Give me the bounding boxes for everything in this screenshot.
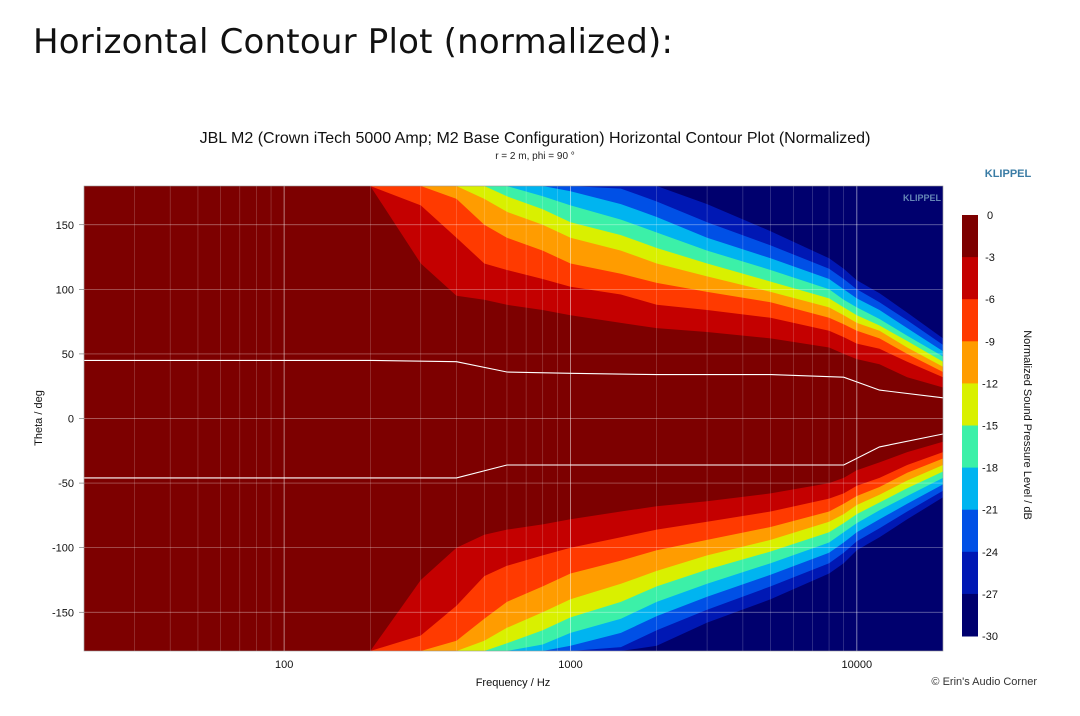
colorbar-band-7	[962, 509, 978, 553]
colorbar-band-4	[962, 383, 978, 426]
contour-band-upper-8	[84, 186, 943, 345]
x-tick-label: 10000	[842, 659, 873, 671]
colorbar-tick-label: -27	[982, 589, 998, 601]
y-tick-label: -100	[52, 543, 74, 555]
colorbar-band-2	[962, 299, 978, 342]
brand-logo: KLIPPEL	[985, 168, 1032, 180]
y-tick-label: 0	[68, 414, 74, 426]
copyright-credit: © Erin's Audio Corner	[931, 676, 1037, 688]
colorbar-tick-label: -30	[982, 631, 998, 643]
x-tick-label: 100	[275, 659, 293, 671]
colorbar-band-9	[962, 593, 978, 637]
colorbar-tick-label: -24	[982, 547, 998, 559]
x-axis-ticks: 100 1000 10000	[275, 659, 872, 671]
y-tick-label: -50	[58, 478, 74, 490]
colorbar-band-3	[962, 341, 978, 384]
page-heading: Horizontal Contour Plot (normalized):	[33, 22, 674, 62]
colorbar-tick-label: -15	[982, 421, 998, 433]
x-axis-label: Frequency / Hz	[476, 677, 551, 689]
iso-line-upper	[84, 359, 943, 399]
colorbar-tick-label: 0	[987, 210, 993, 222]
grid-lines	[84, 186, 943, 651]
y-axis-ticks: 150 100 50 0 -50 -100 -150	[52, 220, 84, 619]
y-tick-label: -150	[52, 607, 74, 619]
y-tick-label: 50	[62, 349, 74, 361]
colorbar-band-0	[962, 215, 978, 258]
chart-subtitle: r = 2 m, phi = 90 °	[495, 151, 575, 162]
y-tick-label: 100	[56, 284, 74, 296]
colorbar-band-6	[962, 467, 978, 511]
contour-bands	[84, 186, 943, 651]
colorbar-label: Normalized Sound Pressure Level / dB	[1021, 330, 1033, 520]
y-tick-label: 150	[56, 220, 74, 232]
colorbar-tick-label: -21	[982, 505, 998, 517]
iso-lines	[84, 359, 943, 479]
contour-band-lower-8	[84, 490, 943, 651]
colorbar-tick-label: -3	[985, 252, 995, 264]
klippel-watermark: KLIPPEL	[903, 193, 942, 203]
colorbar-band-1	[962, 257, 978, 300]
colorbar-band-5	[962, 425, 978, 469]
colorbar-band-8	[962, 551, 978, 595]
iso-line-lower	[84, 433, 943, 479]
colorbar-tick-label: -6	[985, 294, 995, 306]
colorbar-tick-label: -12	[982, 378, 998, 390]
x-tick-label: 1000	[558, 659, 582, 671]
y-axis-label: Theta / deg	[33, 390, 45, 446]
chart-title: JBL M2 (Crown iTech 5000 Amp; M2 Base Co…	[200, 130, 871, 147]
colorbar: 0 -3 -6 -9 -12 -15 -18 -21 -24 -27 -30	[962, 210, 998, 643]
colorbar-tick-label: -18	[982, 463, 998, 475]
colorbar-tick-label: -9	[985, 336, 995, 348]
